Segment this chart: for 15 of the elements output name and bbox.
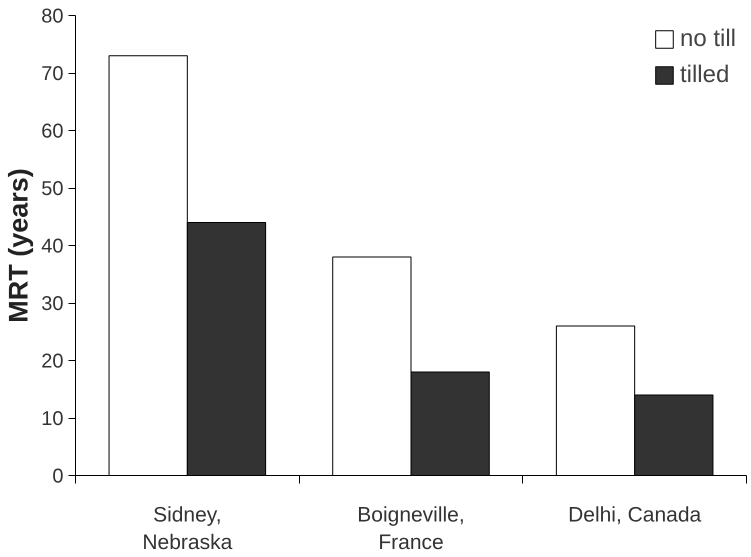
y-tick-label: 10 [41, 408, 64, 430]
y-tick-label: 60 [41, 120, 64, 142]
y-tick-label: 40 [41, 236, 64, 258]
legend-label: no till [680, 25, 736, 53]
x-tick-label: Boigneville, France [357, 504, 465, 554]
x-tick-label: Delhi, Canada [568, 504, 702, 526]
y-tick-label: 50 [41, 178, 64, 200]
y-tick-label: 70 [41, 63, 64, 85]
legend-label: tilled [680, 61, 730, 89]
x-tick-label: Sidney, Nebraska [142, 504, 233, 554]
y-tick-label: 20 [41, 350, 64, 372]
y-tick-label: 0 [52, 466, 64, 488]
y-tick-label: 80 [41, 6, 64, 28]
y-axis-title: MRT (years) [3, 168, 34, 323]
y-tick-label: 30 [41, 293, 64, 315]
